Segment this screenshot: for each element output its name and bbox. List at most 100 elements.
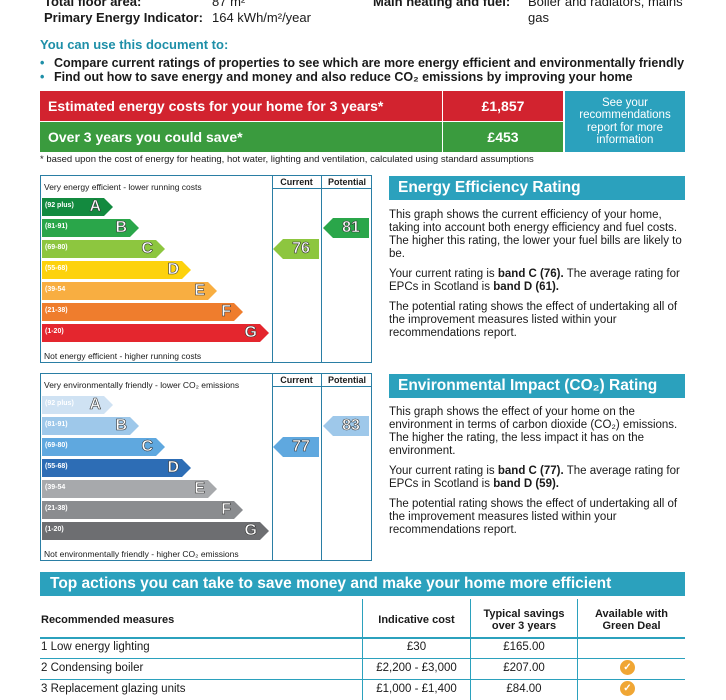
band-range-label: (55-68) — [45, 463, 68, 470]
arrow-head — [273, 239, 283, 259]
see-line: report for more — [586, 121, 664, 134]
chart-divider — [272, 374, 273, 560]
col-header-green-deal: Available with Green Deal — [595, 608, 668, 632]
action-cost: £30 — [406, 641, 427, 653]
usage-bullet-list: Compare current ratings of properties to… — [40, 56, 720, 85]
arrow-value: 83 — [342, 417, 360, 435]
band-tip — [260, 522, 269, 540]
green-deal-check-icon: ✓ — [620, 681, 635, 696]
savings-label: Over 3 years you could save* — [48, 129, 243, 145]
band-range-label: (21-38) — [45, 505, 68, 512]
arrow-value: 81 — [342, 219, 360, 237]
chart-divider — [321, 374, 322, 560]
estimated-costs-value: £1,857 — [481, 98, 525, 114]
table-divider — [470, 599, 471, 700]
primary-energy-label: Primary Energy Indicator: — [44, 10, 203, 25]
band-tip — [182, 459, 191, 477]
band-letter: C — [141, 240, 153, 258]
col-header-cost: Indicative cost — [378, 614, 455, 626]
table-divider — [362, 599, 363, 700]
arrow-head — [323, 416, 333, 436]
env-panel-para3: The potential rating shows the effect of… — [389, 498, 678, 536]
action-savings: £84.00 — [506, 683, 542, 695]
env-potential-arrow: 83 — [323, 416, 369, 436]
energy-potential-arrow: 81 — [323, 218, 369, 238]
see-recommendations-box: See your recommendations report for more… — [565, 91, 685, 152]
arrow-body — [333, 416, 369, 436]
env-band-f: (21-38) F — [42, 501, 243, 519]
band-range-label: (39-54 — [45, 484, 66, 491]
band-letter: F — [221, 303, 231, 321]
see-line: See your — [601, 96, 649, 109]
env-band-e: (39-54 E — [42, 480, 217, 498]
energy-band-a: (92 plus) A — [42, 198, 113, 216]
band-range-label: (81-91) — [45, 421, 68, 428]
band-range-label: (92 plus) — [45, 400, 74, 407]
band-tip — [130, 417, 139, 435]
table-divider — [577, 599, 578, 700]
band-letter: A — [89, 396, 101, 414]
col-header-savings: Typical savings over 3 years — [483, 608, 565, 632]
band-tip — [104, 198, 113, 216]
energy-band-f: (21-38) F — [42, 303, 243, 321]
band-letter: F — [221, 501, 231, 519]
chart-bottom-label: Not environmentally friendly - higher CO… — [44, 549, 239, 559]
band-range-label: (39-54 — [45, 286, 66, 293]
env-panel-title: Environmental Impact (CO₂) Rating — [389, 374, 685, 398]
band-letter: E — [194, 282, 205, 300]
env-band-g: (1-20) G — [42, 522, 269, 540]
usage-bullet: Compare current ratings of properties to… — [40, 56, 720, 71]
env-band-d: (55-68) D — [42, 459, 191, 477]
chart-top-label: Very energy efficient - lower running co… — [44, 182, 202, 192]
energy-panel-title: Energy Efficiency Rating — [389, 176, 685, 200]
band-letter: A — [89, 198, 101, 216]
band-tip — [208, 282, 217, 300]
chart-header-rule — [272, 188, 372, 189]
arrow-body — [283, 239, 319, 259]
band-tip — [182, 261, 191, 279]
energy-panel-para1: This graph shows the current efficiency … — [389, 209, 682, 260]
current-header: Current — [280, 177, 313, 187]
estimated-costs-label: Estimated energy costs for your home for… — [48, 98, 384, 114]
energy-band-e: (39-54 E — [42, 282, 217, 300]
band-tip — [130, 219, 139, 237]
env-current-arrow: 77 — [273, 437, 319, 457]
heating-label: Main heating and fuel: — [373, 0, 511, 9]
band-tip — [208, 480, 217, 498]
band-range-label: (1-20) — [45, 328, 64, 335]
action-measure: 2 Condensing boiler — [41, 662, 144, 674]
band-letter: G — [244, 522, 257, 540]
table-row-rule — [40, 658, 685, 659]
arrow-head — [323, 218, 333, 238]
usage-bullet: Find out how to save energy and money an… — [40, 70, 720, 85]
floor-area-label: Total floor area: — [44, 0, 142, 9]
potential-header: Potential — [327, 375, 366, 385]
action-savings: £207.00 — [503, 662, 545, 674]
band-letter: D — [167, 459, 179, 477]
env-band-b: (81-91) B — [42, 417, 139, 435]
action-savings: £165.00 — [503, 641, 545, 653]
band-range-label: (1-20) — [45, 526, 64, 533]
actions-title: Top actions you can take to save money a… — [40, 572, 685, 596]
table-row-rule — [40, 679, 685, 680]
estimated-costs-value-cell: £1,857 — [443, 91, 563, 121]
band-tip — [260, 324, 269, 342]
band-letter: B — [115, 417, 127, 435]
arrow-body — [283, 437, 319, 457]
potential-header: Potential — [327, 177, 366, 187]
floor-area-value: 87 m² — [212, 0, 246, 9]
chart-top-label: Very environmentally friendly - lower CO… — [44, 380, 240, 390]
table-header-rule — [40, 637, 685, 639]
env-band-c: (69-80) C — [42, 438, 165, 456]
band-tip — [156, 240, 165, 258]
savings-value: £453 — [487, 129, 519, 145]
see-line: information — [596, 134, 654, 146]
band-letter: C — [141, 438, 153, 456]
arrow-value: 77 — [292, 438, 310, 456]
primary-energy-value: 164 kWh/m²/year — [212, 10, 311, 25]
band-tip — [234, 501, 243, 519]
energy-panel-text: This graph shows the current efficiency … — [389, 209, 685, 347]
chart-bottom-label: Not energy efficient - higher running co… — [44, 351, 202, 361]
band-letter: E — [194, 480, 205, 498]
arrow-head — [273, 437, 283, 457]
